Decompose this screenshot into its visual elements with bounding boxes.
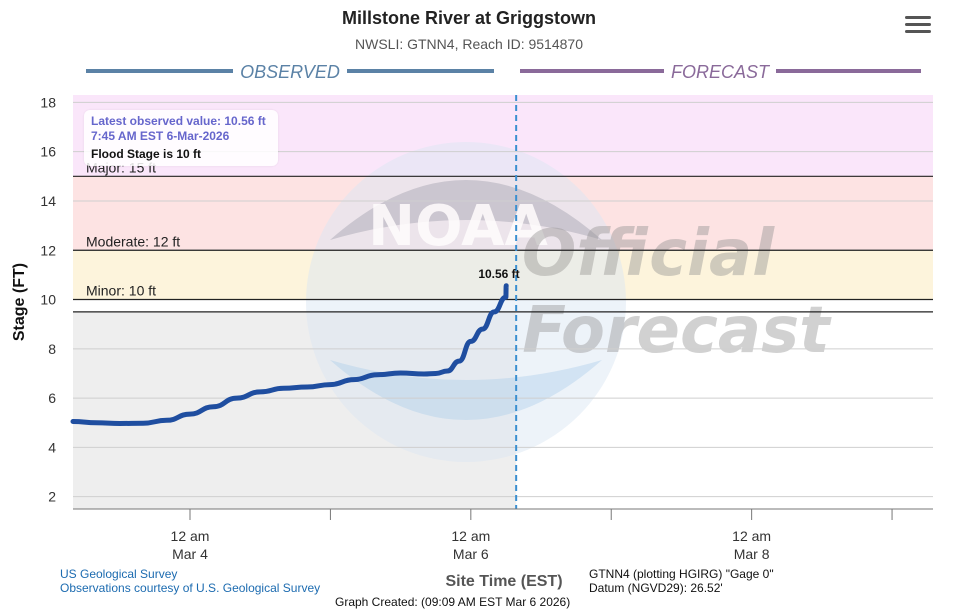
chart-subtitle: NWSLI: GTNN4, Reach ID: 9514870	[355, 36, 583, 52]
x-tick-label-time: 12 am	[171, 528, 210, 544]
y-tick-label: 2	[48, 489, 56, 505]
x-tick-label-time: 12 am	[451, 528, 490, 544]
datum-info: Datum (NGVD29): 26.52'	[589, 581, 723, 595]
observed-series	[70, 95, 518, 509]
graph-created: Graph Created: (09:09 AM EST Mar 6 2026)	[335, 595, 571, 609]
observed-period-background	[73, 311, 517, 509]
usgs-courtesy-link[interactable]: Observations courtesy of U.S. Geological…	[60, 581, 321, 595]
flood-label-minor: Minor: 10 ft	[86, 283, 156, 299]
x-tick-label-date: Mar 4	[172, 546, 208, 562]
y-tick-label: 18	[40, 94, 56, 110]
flood-stage-text: Flood Stage is 10 ft	[91, 147, 202, 161]
latest-value-label: 10.56 ft	[478, 267, 519, 281]
observed-label: OBSERVED	[240, 62, 340, 82]
hamburger-menu-icon[interactable]	[905, 16, 931, 38]
x-tick-label-date: Mar 6	[453, 546, 489, 562]
x-tick-label-date: Mar 8	[734, 546, 770, 562]
chart-axes: 2 4 6 8 10 12 14 16 18 12 am Mar 4 12 am Mar 6 12 am M…	[40, 94, 933, 562]
forecast-label: FORECAST	[671, 62, 771, 82]
observed-stage-line	[70, 283, 509, 426]
y-tick-label: 8	[48, 341, 56, 357]
y-tick-label: 10	[40, 292, 56, 308]
noaa-watermark: NOAA Official Forecast	[306, 142, 832, 462]
y-axis-title: Stage (FT)	[11, 263, 28, 341]
latest-value-infobox	[84, 110, 278, 166]
minor-flood-band	[73, 250, 933, 300]
y-tick-label: 14	[40, 193, 56, 209]
usgs-source-link[interactable]: US Geological Survey	[60, 567, 178, 581]
y-tick-label: 16	[40, 144, 56, 160]
y-tick-label: 6	[48, 390, 56, 406]
latest-observed-time: 7:45 AM EST 6-Mar-2026	[91, 129, 230, 143]
flood-label-moderate: Moderate: 12 ft	[86, 233, 180, 249]
gage-info: GTNN4 (plotting HGIRG) "Gage 0"	[589, 567, 774, 581]
y-tick-label: 12	[40, 242, 56, 258]
x-axis-title: Site Time (EST)	[445, 573, 562, 590]
x-tick-label-time: 12 am	[732, 528, 771, 544]
moderate-flood-band	[73, 176, 933, 251]
y-tick-label: 4	[48, 439, 56, 455]
forecast-section-header: FORECAST	[520, 62, 921, 82]
chart-title: Millstone River at Griggstown	[342, 8, 596, 28]
forecast-watermark-text: Forecast	[522, 294, 832, 368]
official-watermark-text: Official	[522, 217, 775, 291]
observed-section-header: OBSERVED	[86, 62, 494, 82]
latest-observed-text: Latest observed value: 10.56 ft	[91, 114, 266, 128]
noaa-logo-text: NOAA	[368, 194, 548, 259]
